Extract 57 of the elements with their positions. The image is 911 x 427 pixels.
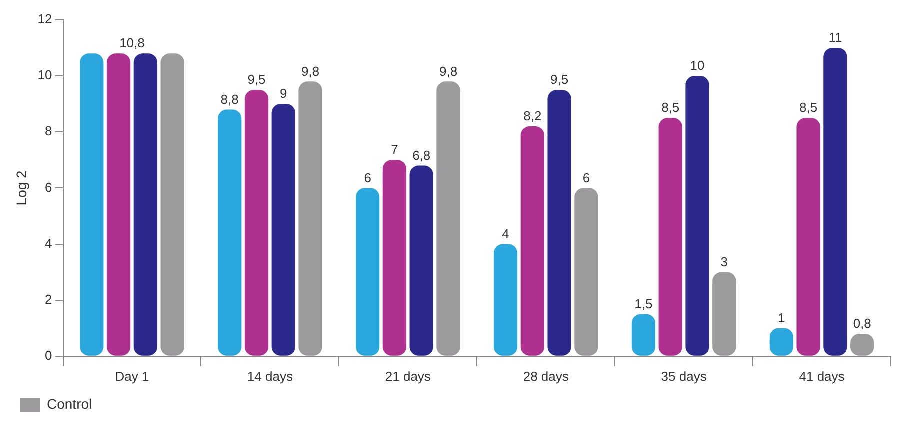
bar [106, 54, 131, 356]
bar [824, 48, 848, 356]
bar [244, 90, 269, 356]
data-label: 10 [690, 58, 705, 74]
data-label: 4 [502, 226, 510, 242]
bar [574, 188, 598, 356]
bar [548, 90, 572, 356]
data-label: 7 [391, 142, 398, 158]
bar [436, 82, 460, 356]
bar [382, 160, 407, 356]
x-tick-label: 41 days [799, 368, 846, 384]
bar [686, 76, 710, 356]
bar [80, 54, 104, 356]
data-label: 6 [364, 170, 372, 186]
legend-label: Control [47, 396, 92, 412]
data-label: 10,8 [120, 36, 145, 51]
data-label: 0,8 [853, 316, 872, 332]
x-tick-label: 21 days [385, 368, 432, 384]
y-tick-label: 2 [45, 292, 52, 307]
data-label: 11 [828, 30, 842, 46]
data-label: 1 [778, 310, 786, 326]
data-label: 8,8 [220, 92, 239, 107]
x-tick-label: 35 days [661, 368, 708, 384]
bar [658, 118, 682, 356]
x-tick-label: 28 days [523, 368, 570, 384]
bar [520, 126, 544, 356]
bar [298, 82, 322, 356]
bar [272, 104, 296, 356]
x-tick-label: Day 1 [115, 368, 150, 384]
y-tick-label: 6 [45, 180, 52, 195]
x-tick-label: 14 days [247, 368, 294, 384]
data-label: 9,8 [302, 64, 320, 79]
data-label: 8,5 [662, 100, 680, 116]
data-label: 6 [582, 170, 590, 186]
bar [356, 188, 380, 356]
bar [494, 244, 518, 356]
bar [160, 54, 184, 356]
data-label: 9,8 [439, 64, 458, 79]
y-tick-label: 0 [45, 348, 52, 363]
bar [712, 272, 736, 356]
bar [796, 118, 820, 356]
data-label: 6,8 [412, 148, 431, 163]
data-label: 3 [720, 254, 728, 270]
bar [410, 166, 434, 356]
data-label: 1,5 [634, 296, 653, 312]
data-label: 9,5 [550, 72, 569, 88]
y-tick-label: 12 [38, 12, 52, 27]
y-tick-label: 8 [45, 124, 52, 139]
data-label: 8,5 [800, 100, 818, 116]
y-tick-label: 10 [38, 68, 52, 83]
data-label: 8,2 [524, 108, 542, 124]
data-label: 9 [280, 86, 288, 102]
y-tick-label: 4 [45, 236, 52, 251]
bar [218, 110, 242, 356]
data-label: 9,5 [248, 72, 266, 88]
y-axis-title: Log 2 [13, 170, 30, 206]
bar [134, 54, 158, 356]
